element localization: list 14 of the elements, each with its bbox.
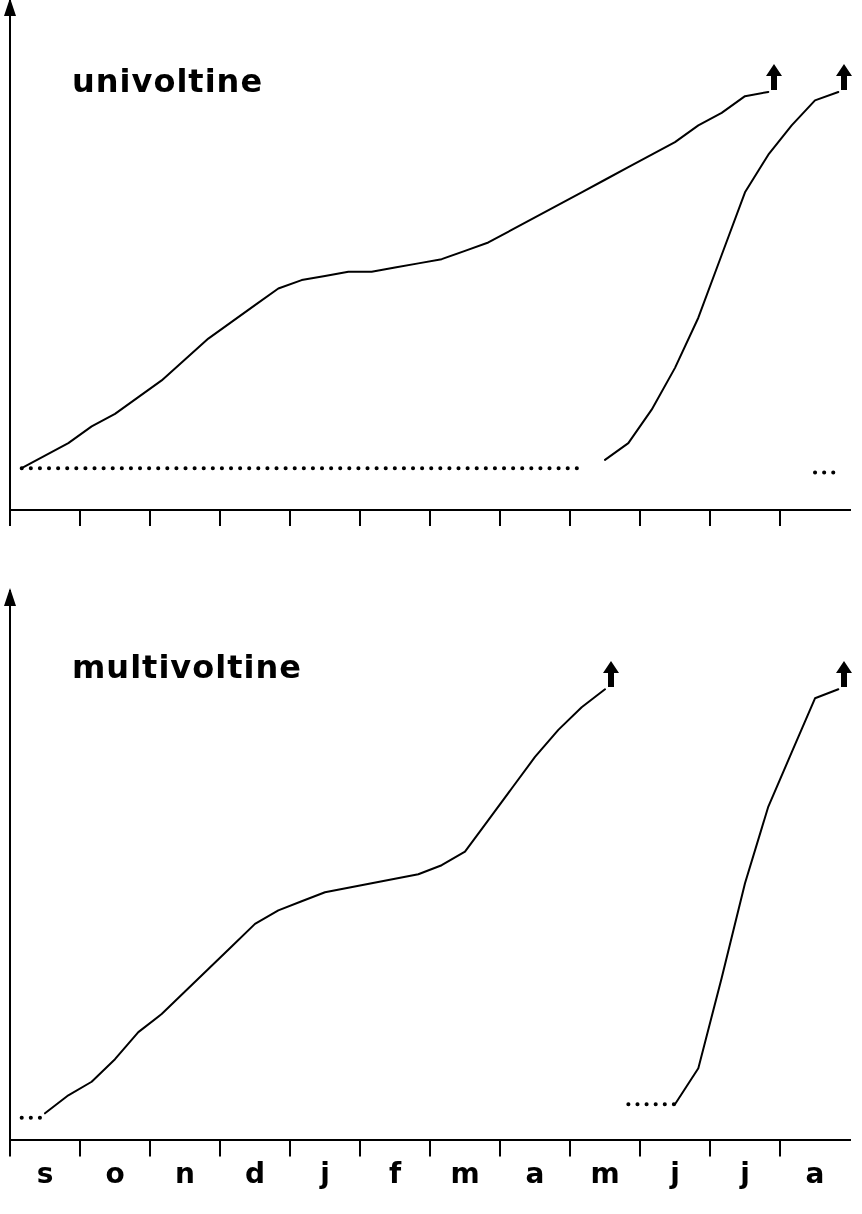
x-tick-label: o [105,1157,125,1191]
x-tick-label: s [36,1157,54,1191]
chart-title: univoltine [72,62,264,100]
x-tick-label: d [244,1157,266,1191]
x-tick-label: a [805,1157,825,1191]
x-tick-label: m [450,1157,480,1191]
x-tick-label: a [525,1157,545,1191]
x-tick-label: m [590,1157,620,1191]
chart-title: multivoltine [72,648,302,686]
x-tick-label: j [739,1157,750,1191]
x-tick-label: n [175,1157,195,1191]
x-tick-label: j [319,1157,330,1191]
x-tick-label: f [388,1157,402,1191]
x-tick-label: j [669,1157,680,1191]
